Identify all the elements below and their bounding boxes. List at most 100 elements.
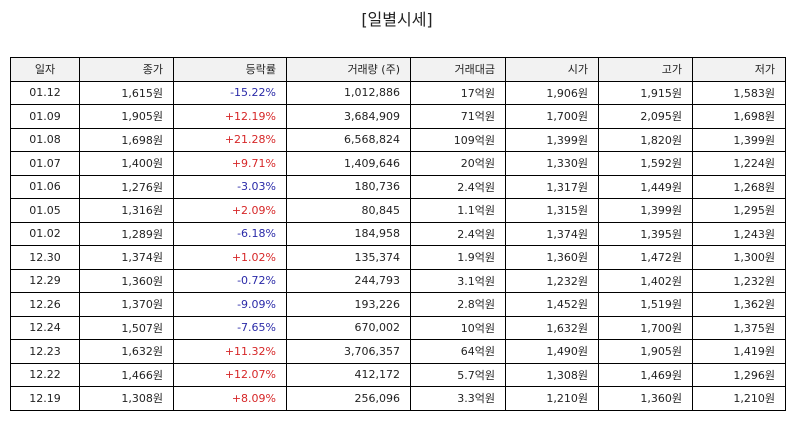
table-cell: 01.05 [10,198,80,223]
table-row: 01.02 1,289원 -6.18% 184,958 2.4억원 1,374원 1,395… [10,221,786,246]
table-cell: 6,568,824 [286,127,411,152]
table-cell: 12.19 [10,386,80,411]
table-cell: 1,452원 [505,292,599,317]
table-cell: 1,317원 [505,174,599,199]
table-cell: 2.8억원 [410,292,506,317]
table-cell: 1,399원 [598,198,693,223]
table-cell: 64억원 [410,339,506,364]
table-cell: 10억원 [410,315,506,340]
table-cell: 01.07 [10,151,80,176]
table-cell: 1,362원 [692,292,786,317]
table-cell: 5.7억원 [410,362,506,387]
table-cell: 01.12 [10,80,80,105]
table-cell: 1,820원 [598,127,693,152]
table-cell: 1,232원 [692,268,786,293]
table-cell: 3,684,909 [286,104,411,129]
table-cell: 3.1억원 [410,268,506,293]
table-row: 12.29 1,360원 -0.72% 244,793 3.1억원 1,232원 1,402… [10,268,786,293]
table-cell: 1,400원 [79,151,174,176]
table-cell: 1,915원 [598,80,693,105]
table-cell: 244,793 [286,268,411,293]
table-cell: 1,395원 [598,221,693,246]
table-cell: +1.02% [173,245,287,270]
table-cell: 1,360원 [598,386,693,411]
table-cell: -7.65% [173,315,287,340]
table-cell: 412,172 [286,362,411,387]
table-cell: 1,632원 [505,315,599,340]
table-cell: +11.32% [173,339,287,364]
table-cell: 12.24 [10,315,80,340]
table-cell: 1,698원 [692,104,786,129]
table-cell: 1,615원 [79,80,174,105]
table-cell: 1,012,886 [286,80,411,105]
table-cell: 1,315원 [505,198,599,223]
table-row: 01.05 1,316원 +2.09% 80,845 1.1억원 1,315원 1,399원… [10,198,786,223]
table-cell: +12.19% [173,104,287,129]
table-row: 12.30 1,374원 +1.02% 135,374 1.9억원 1,360원 1,472… [10,245,786,270]
table-cell: 1,360원 [79,268,174,293]
table-cell: 1,276원 [79,174,174,199]
table-cell: 1,316원 [79,198,174,223]
table-cell: -3.03% [173,174,287,199]
table-cell: 1,469원 [598,362,693,387]
table-cell: 3,706,357 [286,339,411,364]
table-cell: 1,700원 [505,104,599,129]
table-cell: 3.3억원 [410,386,506,411]
table-cell: 135,374 [286,245,411,270]
table-cell: 1,409,646 [286,151,411,176]
table-cell: 1,906원 [505,80,599,105]
table-cell: 01.06 [10,174,80,199]
column-header: 시가 [505,57,599,82]
table-cell: 1,330원 [505,151,599,176]
table-cell: 80,845 [286,198,411,223]
table-cell: 193,226 [286,292,411,317]
table-cell: 1,308원 [79,386,174,411]
table-cell: 17억원 [410,80,506,105]
table-cell: 1,296원 [692,362,786,387]
table-cell: 1,632원 [79,339,174,364]
table-cell: 1,905원 [598,339,693,364]
table-cell: 71억원 [410,104,506,129]
table-cell: +12.07% [173,362,287,387]
table-cell: 1,360원 [505,245,599,270]
table-cell: 1,905원 [79,104,174,129]
table-body: 01.12 1,615원 -15.22% 1,012,886 17억원 1,906원 1,9… [10,80,786,411]
table-cell: 1,583원 [692,80,786,105]
table-cell: 1,308원 [505,362,599,387]
table-row: 01.08 1,698원 +21.28% 6,568,824 109억원 1,399원 1,… [10,127,786,152]
table-cell: 1,399원 [692,127,786,152]
table-cell: 1,399원 [505,127,599,152]
table-row: 12.26 1,370원 -9.09% 193,226 2.8억원 1,452원 1,519… [10,292,786,317]
table-cell: 1,466원 [79,362,174,387]
table-row: 01.12 1,615원 -15.22% 1,012,886 17억원 1,906원 1,9… [10,80,786,105]
table-cell: 1,507원 [79,315,174,340]
table-cell: 12.23 [10,339,80,364]
column-header: 일자 [10,57,80,82]
table-cell: 12.30 [10,245,80,270]
column-header: 종가 [79,57,174,82]
column-header: 거래량 (주) [286,57,411,82]
table-cell: 1,370원 [79,292,174,317]
table-cell: 1,210원 [692,386,786,411]
table-cell: 1,243원 [692,221,786,246]
table-cell: 2,095원 [598,104,693,129]
table-cell: +2.09% [173,198,287,223]
table-row: 01.07 1,400원 +9.71% 1,409,646 20억원 1,330원 1,59… [10,151,786,176]
table-row: 01.09 1,905원 +12.19% 3,684,909 71억원 1,700원 2,0… [10,104,786,129]
table-cell: 256,096 [286,386,411,411]
table-cell: -6.18% [173,221,287,246]
table-cell: 1,700원 [598,315,693,340]
table-cell: 1,592원 [598,151,693,176]
table-row: 12.19 1,308원 +8.09% 256,096 3.3억원 1,210원 1,360… [10,386,786,411]
table-cell: 12.22 [10,362,80,387]
table-cell: 01.09 [10,104,80,129]
table-cell: 1,375원 [692,315,786,340]
table-cell: 1,402원 [598,268,693,293]
table-cell: 1,698원 [79,127,174,152]
table-cell: 1,472원 [598,245,693,270]
table-cell: 1,210원 [505,386,599,411]
header-row: 일자 종가 등락률 거래량 (주) 거래대금 시가 고가 저가 [10,57,786,82]
column-header: 거래대금 [410,57,506,82]
table-cell: 2.4억원 [410,174,506,199]
